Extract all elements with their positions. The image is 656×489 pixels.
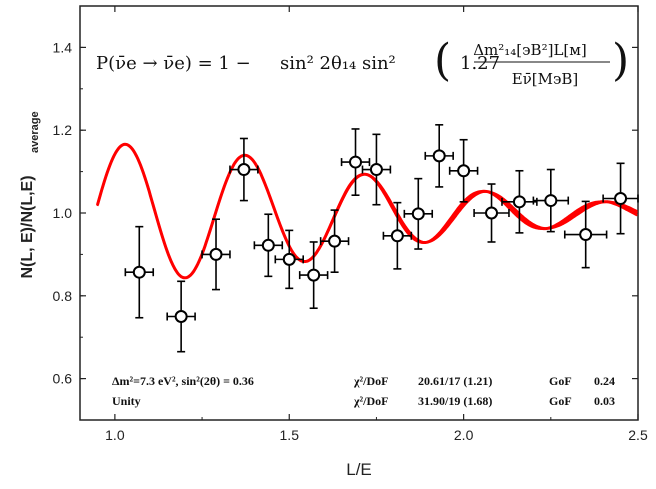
y-axis-label-main: N(L, E)/N(L,E) <box>19 175 36 278</box>
data-point <box>124 225 155 319</box>
unity-gof-value: 0.03 <box>594 394 615 408</box>
x-axis-label: L/E <box>346 460 372 479</box>
data-point-marker <box>614 192 628 206</box>
unity-chi-label: χ²/DoF <box>353 394 388 408</box>
unity-chi-value: 31.90/19 (1.68) <box>418 394 492 408</box>
data-point-marker <box>457 164 471 178</box>
fit-params: Δm²=7.3 eV², sin²(2θ) = 0.36 <box>112 374 254 388</box>
data-point <box>602 162 639 235</box>
y-axis-ticks: 0.6 0.8 1.0 1.2 1.4 <box>53 5 638 421</box>
data-point <box>424 124 454 188</box>
data-point-marker <box>328 234 342 248</box>
data-point <box>298 241 329 310</box>
data-point-marker <box>174 310 188 323</box>
formula-numerator: Δm²₁₄[эВ²]L[м] <box>473 41 587 59</box>
formula-sin: sin² 2θ₁₄ sin² <box>280 53 396 74</box>
data-point <box>403 177 434 250</box>
x-tick-label: 2.0 <box>454 427 474 443</box>
y-tick-label: 1.2 <box>53 122 73 138</box>
data-point <box>361 133 392 206</box>
data-point <box>340 128 371 196</box>
data-point-marker <box>261 238 275 252</box>
data-point-marker <box>132 265 146 279</box>
data-point-marker <box>432 149 446 163</box>
fit-statistics: Δm²=7.3 eV², sin²(2θ) = 0.36 χ²/DoF 20.6… <box>112 374 615 408</box>
data-point-marker <box>282 252 296 266</box>
data-point <box>448 138 479 203</box>
fit-curve-line <box>95 142 638 280</box>
data-point-marker <box>237 163 251 177</box>
formula: P(ν̄e → ν̄e) = 1 − sin² 2θ₁₄ sin² ( 1.27… <box>96 35 629 88</box>
unity-gof-label: GoF <box>549 394 572 408</box>
data-point-marker <box>544 194 558 208</box>
data-point-marker <box>512 195 526 209</box>
fit-gof-value: 0.24 <box>594 374 615 388</box>
data-point-marker <box>579 228 593 242</box>
data-point-marker <box>485 206 499 220</box>
fit-curve-line <box>96 143 638 279</box>
y-axis-label: N(L, E)/N(L,E) average <box>19 111 41 278</box>
data-point-marker <box>307 268 321 282</box>
fit-gof-label: GoF <box>549 374 572 388</box>
y-tick-label: 0.6 <box>53 371 73 387</box>
fit-curve-line <box>96 143 638 279</box>
data-point <box>563 200 608 269</box>
data-point <box>382 201 413 270</box>
data-point <box>253 213 284 278</box>
data-point <box>532 168 570 233</box>
formula-denominator: Eν̄[МэВ] <box>512 70 579 88</box>
data-point <box>274 229 305 290</box>
data-point <box>166 280 196 353</box>
formula-paren-open: ( <box>434 35 451 86</box>
data-point-marker <box>390 229 404 243</box>
data-point-marker <box>209 247 223 261</box>
data-points <box>124 124 639 353</box>
data-point <box>229 137 259 202</box>
x-axis-ticks: 1.0 1.5 2.0 2.5 <box>105 6 648 443</box>
y-axis-label-subscript: average <box>29 111 41 153</box>
data-point <box>501 169 538 234</box>
data-point <box>201 218 231 291</box>
y-tick-label: 1.0 <box>53 205 73 221</box>
unity-label: Unity <box>112 394 141 408</box>
fit-chi-label: χ²/DoF <box>353 374 388 388</box>
formula-paren-close: ) <box>612 35 629 86</box>
x-tick-label: 1.5 <box>280 427 300 443</box>
formula-coef: 1.27 <box>460 53 500 74</box>
fit-curve <box>95 142 638 280</box>
data-point-marker <box>411 207 425 221</box>
formula-lhs: P(ν̄e → ν̄e) = 1 − <box>96 53 251 74</box>
fit-chi-value: 20.61/17 (1.21) <box>418 374 492 388</box>
data-point-marker <box>349 155 363 169</box>
data-point <box>319 209 350 274</box>
svg-text:N(L, E)/N(L,E): N(L, E)/N(L,E) <box>19 175 36 278</box>
y-tick-label: 1.4 <box>53 39 73 55</box>
x-tick-label: 2.5 <box>628 427 648 443</box>
y-tick-label: 0.8 <box>53 288 73 304</box>
data-point-marker <box>369 163 383 177</box>
data-point <box>473 183 510 243</box>
x-tick-label: 1.0 <box>105 427 125 443</box>
